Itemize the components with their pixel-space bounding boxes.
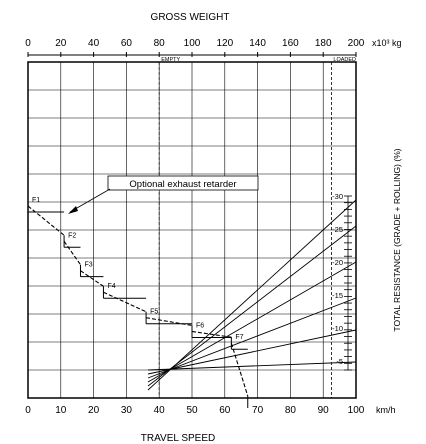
- top-tick-label: 0: [25, 38, 31, 49]
- grid: [28, 62, 356, 398]
- gear-curve: [27, 205, 65, 236]
- gear-curve: [80, 270, 104, 287]
- bottom-tick-label: 0: [25, 405, 31, 416]
- top-tick-label: 80: [154, 38, 166, 49]
- bottom-axis-ticks: 0 10 20 30 40 50 60 70 80 90 100: [25, 405, 365, 416]
- gear-label: F1: [32, 197, 40, 204]
- gear-label: F2: [68, 232, 76, 239]
- top-tick-label: 20: [55, 38, 67, 49]
- resistance-line: [147, 199, 357, 391]
- resistance-tick-label: -10: [332, 324, 343, 333]
- resistance-lines: [147, 199, 357, 391]
- bottom-tick-label: 40: [154, 405, 166, 416]
- gear-curve: [63, 240, 81, 265]
- x-axis-label: TRAVEL SPEED: [141, 433, 215, 444]
- gear-curve: [145, 317, 193, 326]
- top-tick-label: 100: [184, 38, 201, 49]
- gear-label: F6: [196, 322, 204, 329]
- gear-label: F5: [150, 309, 158, 316]
- y-axis-label: TOTAL RESISTANCE (GRADE + ROLLING) (%): [392, 148, 402, 331]
- chart-title: GROSS WEIGHT: [151, 12, 230, 23]
- resistance-ticks: -30 -25 -20 -15 -10 -5: [332, 192, 352, 371]
- top-tick-label: 160: [282, 38, 299, 49]
- gear-curve: [191, 330, 232, 338]
- resistance-line: [147, 225, 357, 387]
- top-axis-ticks: 0 20 40 60 80 100 120 140 160 180 200: [25, 38, 365, 57]
- weight-markers: EMPTY LOADED: [158, 57, 356, 398]
- bottom-tick-label: 30: [121, 405, 133, 416]
- resistance-tick-label: -15: [332, 291, 343, 300]
- gear-curves: F1 F2 F3 F4 F5 F6 F7: [27, 197, 249, 408]
- gear-label: F3: [84, 262, 92, 269]
- top-tick-label: 200: [348, 38, 365, 49]
- resistance-tick-label: -30: [332, 192, 343, 201]
- gear-curve: [230, 343, 249, 397]
- resistance-tick-label: -25: [332, 225, 343, 234]
- bottom-tick-label: 10: [55, 405, 67, 416]
- top-tick-label: 60: [121, 38, 133, 49]
- weight-marker-label: LOADED: [333, 57, 356, 63]
- gear-curve: [103, 291, 147, 313]
- resistance-line: [147, 261, 357, 383]
- bottom-tick-label: 80: [285, 405, 297, 416]
- gear-label: F7: [235, 334, 243, 341]
- bottom-tick-label: 100: [348, 405, 365, 416]
- retarder-annotation: Optional exhaust retarder: [68, 175, 259, 214]
- bottom-tick-label: 90: [318, 405, 330, 416]
- top-tick-label: 180: [315, 38, 332, 49]
- resistance-line: [147, 361, 357, 371]
- bottom-tick-label: 70: [252, 405, 264, 416]
- resistance-line: [147, 297, 357, 379]
- top-tick-label: 140: [249, 38, 266, 49]
- resistance-tick-label: -5: [336, 357, 343, 366]
- bottom-tick-label: 50: [186, 405, 198, 416]
- bottom-tick-label: 20: [88, 405, 100, 416]
- resistance-line: [147, 329, 357, 375]
- top-axis-unit: x10³ kg: [372, 38, 402, 48]
- top-tick-label: 40: [88, 38, 100, 49]
- bottom-tick-label: 60: [219, 405, 231, 416]
- bottom-axis-unit: km/h: [376, 405, 396, 415]
- weight-marker-label: EMPTY: [161, 57, 180, 63]
- resistance-tick-label: -20: [332, 258, 343, 267]
- top-tick-label: 120: [216, 38, 233, 49]
- gear-label: F4: [107, 283, 115, 290]
- annotation-text: Optional exhaust retarder: [129, 179, 236, 190]
